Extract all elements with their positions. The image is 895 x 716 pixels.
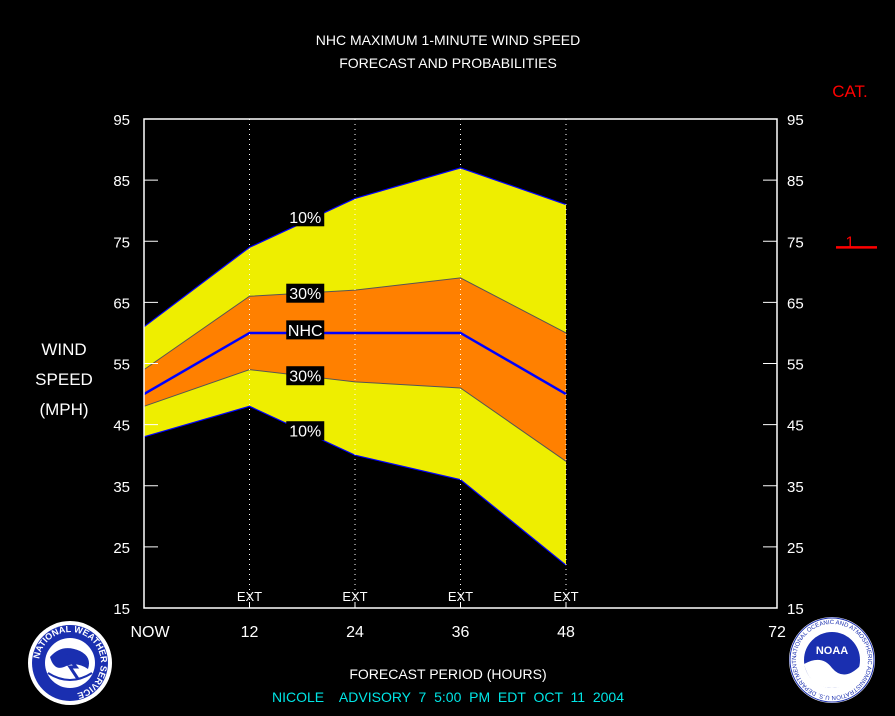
category-heading: CAT. [832, 82, 868, 101]
y-tick-label-left-55: 55 [113, 357, 130, 374]
noaa-logo-text: NOAA [816, 645, 848, 657]
y-tick-label-right-95: 95 [787, 112, 804, 129]
chart-title-line1: NHC MAXIMUM 1-MINUTE WIND SPEED [316, 32, 580, 48]
x-tick-label-72: 72 [768, 624, 786, 641]
y-tick-label-left-65: 65 [113, 295, 130, 312]
y-tick-label-left-15: 15 [113, 601, 130, 618]
x-tick-label-36: 36 [452, 624, 470, 641]
y-tick-label-left-95: 95 [113, 112, 130, 129]
x-tick-label-48: 48 [557, 624, 575, 641]
x-tick-label-24: 24 [346, 624, 364, 641]
band-label-box-1 [286, 283, 325, 303]
y-tick-label-right-55: 55 [787, 357, 804, 374]
ext-label-24: EXT [342, 589, 367, 604]
x-tick-label-12: 12 [241, 624, 259, 641]
advisory-line: NICOLE ADVISORY 7 5:00 PM EDT OCT 11 200… [272, 689, 624, 705]
nws-logo: NATIONAL WEATHER SERVICE [28, 621, 112, 705]
plot-area: 15 15 25 25 35 35 45 45 55 55 65 65 75 75 85 85 95 95 NOW 1… [113, 112, 877, 641]
y-tick-label-right-75: 75 [787, 234, 804, 251]
y-axis-title-line2: SPEED [35, 370, 93, 389]
y-tick-label-left-85: 85 [113, 173, 130, 190]
y-tick-label-left-45: 45 [113, 418, 130, 435]
upper-30-line [143, 277, 567, 371]
x-tick-label-0: NOW [130, 624, 170, 641]
band-label-box-3 [286, 366, 325, 386]
lower-10-line [143, 405, 567, 566]
band-label-4: 10% [289, 424, 321, 441]
nhc-forecast-line [143, 331, 567, 396]
y-axis-title-line3: (MPH) [39, 400, 88, 419]
band-label-box-4 [286, 421, 325, 441]
upper-10-line [143, 167, 567, 328]
chart-title-line2: FORECAST AND PROBABILITIES [339, 55, 557, 71]
y-tick-label-right-35: 35 [787, 479, 804, 496]
y-tick-label-right-25: 25 [787, 540, 804, 557]
x-axis-title: FORECAST PERIOD (HOURS) [349, 666, 546, 682]
band-label-box-0 [286, 207, 325, 227]
y-tick-label-right-45: 45 [787, 418, 804, 435]
ext-label-12: EXT [237, 589, 262, 604]
y-tick-label-right-15: 15 [787, 601, 804, 618]
y-axis-title: WIND SPEED (MPH) [35, 340, 93, 419]
y-tick-label-left-35: 35 [113, 479, 130, 496]
ext-label-48: EXT [553, 589, 578, 604]
ext-label-36: EXT [448, 589, 473, 604]
band-label-0: 10% [289, 210, 321, 227]
band-label-3: 30% [289, 369, 321, 386]
y-tick-label-right-65: 65 [787, 295, 804, 312]
y-tick-label-right-85: 85 [787, 173, 804, 190]
band-label-2: NHC [288, 323, 323, 340]
category-1-label: 1 [846, 234, 855, 251]
y-tick-label-left-25: 25 [113, 540, 130, 557]
lower-30-line [143, 369, 567, 462]
band-label-1: 30% [289, 286, 321, 303]
band-label-box-2 [286, 320, 325, 340]
y-axis-title-line1: WIND [41, 340, 86, 359]
noaa-logo: NATIONAL OCEANIC AND ATMOSPHERIC ADMINIS… [789, 617, 875, 703]
y-tick-label-left-75: 75 [113, 234, 130, 251]
